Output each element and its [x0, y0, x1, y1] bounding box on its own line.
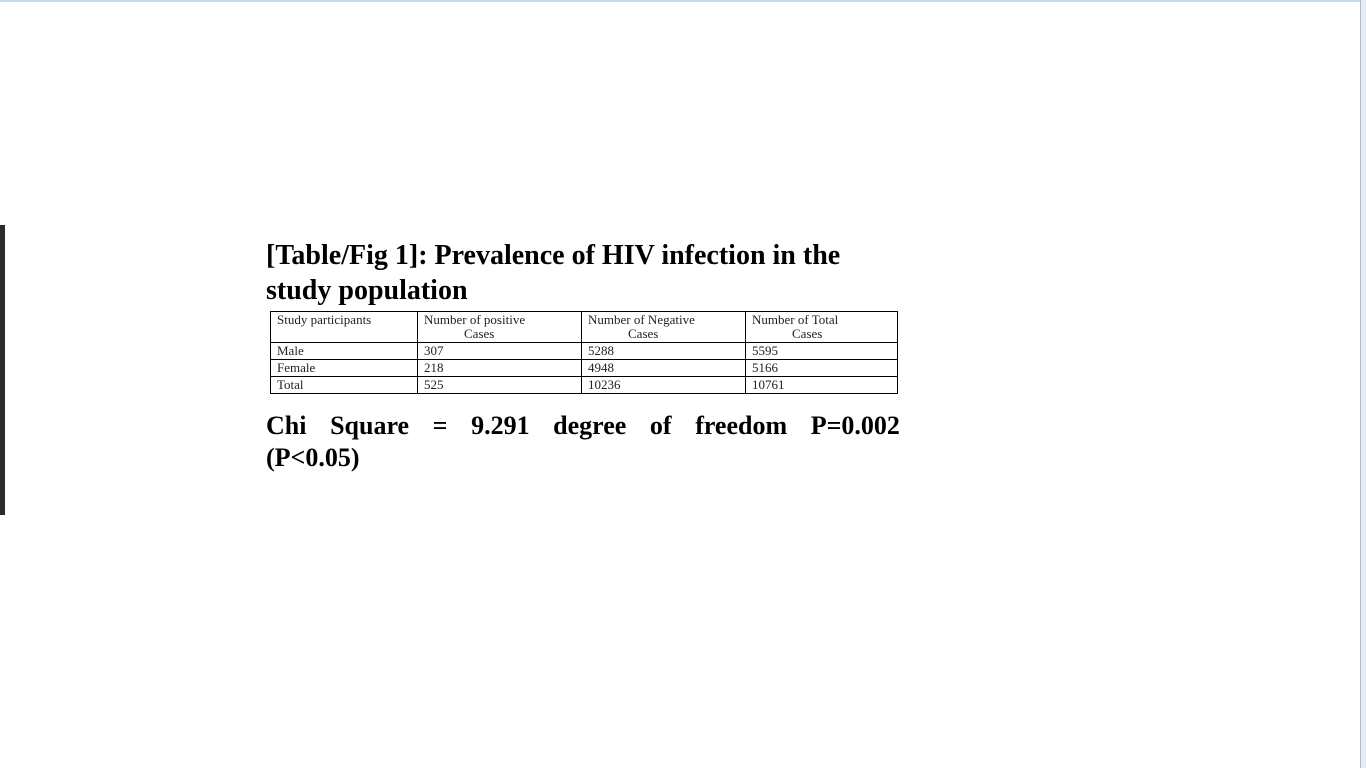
prevalence-table: Study participants Number of positive Cas…: [270, 311, 898, 394]
word: Square: [330, 411, 410, 440]
row-label: Female: [270, 359, 418, 377]
table-cell: 5288: [581, 342, 746, 360]
table-header-row: Study participants Number of positive Cas…: [270, 311, 898, 343]
table-row: Female 218 4948 5166: [270, 359, 898, 377]
word: 9.291: [471, 411, 530, 440]
word: =: [432, 411, 448, 440]
background-window-edge: [0, 225, 5, 515]
word: of: [649, 411, 672, 440]
scrollbar[interactable]: [1360, 0, 1366, 768]
header-cell: Study participants: [270, 311, 418, 343]
table-row: Male 307 5288 5595: [270, 342, 898, 360]
word: P=0.002: [810, 411, 900, 440]
word: degree: [553, 411, 627, 440]
table-cell: 10761: [745, 376, 898, 394]
row-label: Male: [270, 342, 418, 360]
table-cell: 525: [417, 376, 582, 394]
figure-caption: [Table/Fig 1]: Prevalence of HIV infecti…: [266, 240, 841, 306]
header-text: Number of Negative: [588, 312, 695, 327]
header-cell: Number of positive Cases: [417, 311, 582, 343]
header-cell: Number of Total Cases: [745, 311, 898, 343]
statistic-line-1: Chi Square = 9.291 degree of freedom P=0…: [266, 410, 900, 442]
header-text: Study participants: [277, 312, 372, 327]
header-text: Cases: [464, 326, 495, 341]
statistic-line-2: (P<0.05): [266, 443, 360, 472]
word: Chi: [266, 411, 307, 440]
header-text: Number of Total: [752, 312, 839, 327]
header-text: Cases: [792, 326, 823, 341]
table-cell: 218: [417, 359, 582, 377]
header-text: Number of positive: [424, 312, 526, 327]
table-cell: 4948: [581, 359, 746, 377]
table-cell: 307: [417, 342, 582, 360]
table-row: Total 525 10236 10761: [270, 376, 898, 394]
table-cell: 5595: [745, 342, 898, 360]
window-top-border: [0, 0, 1366, 2]
chi-square-statement: Chi Square = 9.291 degree of freedom P=0…: [266, 410, 900, 474]
header-cell: Number of Negative Cases: [581, 311, 746, 343]
row-label: Total: [270, 376, 418, 394]
table-cell: 10236: [581, 376, 746, 394]
header-text: Cases: [628, 326, 659, 341]
word: freedom: [695, 411, 788, 440]
table-cell: 5166: [745, 359, 898, 377]
